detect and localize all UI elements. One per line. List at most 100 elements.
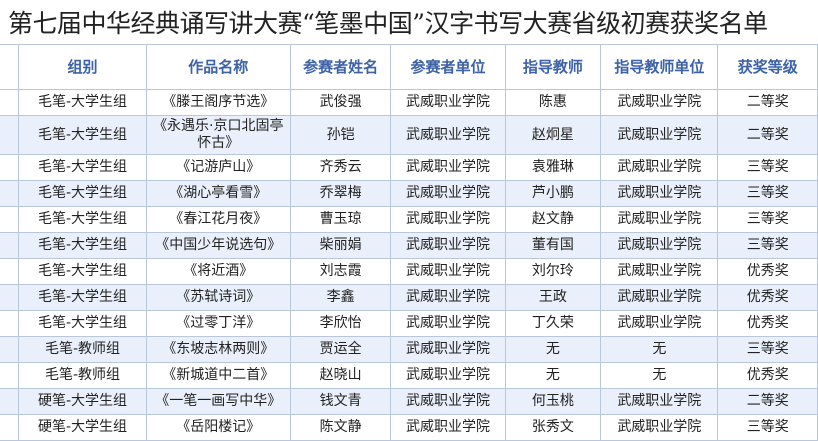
row-number-cell [0, 232, 20, 259]
table-cell: 武威职业学院 [390, 414, 506, 441]
table-cell: 《苏轼诗词》 [145, 284, 291, 311]
table-cell: 《春江花月夜》 [145, 206, 291, 233]
table-cell: 王政 [504, 284, 602, 311]
table-cell: 《岳阳楼记》 [145, 414, 291, 441]
table-row: 毛笔-大学生组 《春江花月夜》 曹玉琼 武威职业学院 赵文静 武威职业学院 三等奖 [0, 206, 818, 233]
table-cell: 毛笔-教师组 [18, 336, 147, 363]
table-cell: 乔翠梅 [289, 180, 392, 207]
table-cell: 武威职业学院 [600, 414, 719, 441]
table-cell: 优秀奖 [717, 362, 818, 389]
table-cell: 武威职业学院 [600, 284, 719, 311]
table-cell: 优秀奖 [717, 310, 818, 337]
table-cell: 毛笔-大学生组 [18, 206, 147, 233]
table-cell: 《湖心亭看雪》 [145, 180, 291, 207]
table-cell: 武俊强 [289, 89, 392, 116]
table-cell: 三等奖 [717, 154, 818, 181]
table-cell: 武威职业学院 [390, 284, 506, 311]
row-number-cell [0, 362, 20, 389]
table-cell: 武威职业学院 [600, 310, 719, 337]
table-cell: 二等奖 [717, 388, 818, 415]
table-cell: 毛笔-大学生组 [18, 180, 147, 207]
table-cell: 无 [600, 336, 719, 363]
row-number-cell [0, 89, 20, 116]
table-cell: 武威职业学院 [390, 310, 506, 337]
table-cell: 《新城道中二首》 [145, 362, 291, 389]
table-cell: 无 [504, 336, 602, 363]
table-row: 硬笔-大学生组 《一笔一画写中华》 钱文青 武威职业学院 何玉桃 武威职业学院 二等奖 [0, 388, 818, 415]
table-cell: 二等奖 [717, 89, 818, 116]
column-header: 获奖等级 [717, 44, 818, 90]
column-header: 指导教师单位 [600, 44, 719, 90]
table-cell: 武威职业学院 [390, 154, 506, 181]
table-row: 毛笔-大学生组 《永遇乐·京口北固亭怀古》 孙铠 武威职业学院 赵炯星 武威职业学院 二等奖 [0, 115, 818, 155]
table-cell: 武威职业学院 [600, 206, 719, 233]
column-header: 指导教师 [504, 44, 602, 90]
table-cell: 武威职业学院 [600, 232, 719, 259]
table-cell: 武威职业学院 [600, 258, 719, 285]
table-row: 毛笔-大学生组 《苏轼诗词》 李鑫 武威职业学院 王政 武威职业学院 优秀奖 [0, 284, 818, 311]
table-cell: 《记游庐山》 [145, 154, 291, 181]
table-cell: 武威职业学院 [600, 180, 719, 207]
row-number-cell [0, 388, 20, 415]
table-row: 毛笔-大学生组 《记游庐山》 齐秀云 武威职业学院 袁雅琳 武威职业学院 三等奖 [0, 154, 818, 181]
table-cell: 武威职业学院 [600, 388, 719, 415]
table-cell: 硬笔-大学生组 [18, 414, 147, 441]
table-cell: 三等奖 [717, 414, 818, 441]
table-cell: 《东坡志林两则》 [145, 336, 291, 363]
table-cell: 刘尔玲 [504, 258, 602, 285]
awards-table: 组别 作品名称 参赛者姓名 参赛者单位 指导教师 指导教师单位 获奖等级 毛笔-大学生组 《滕… [0, 44, 818, 441]
table-cell: 毛笔-大学生组 [18, 89, 147, 116]
table-cell: 武威职业学院 [390, 206, 506, 233]
page-title: 第七届中华经典诵写讲大赛“笔墨中国”汉字书写大赛省级初赛获奖名单 [8, 9, 768, 38]
table-cell: 《一笔一画写中华》 [145, 388, 291, 415]
table-cell: 毛笔-大学生组 [18, 154, 147, 181]
column-header: 作品名称 [145, 44, 291, 90]
table-row: 毛笔-大学生组 《湖心亭看雪》 乔翠梅 武威职业学院 芦小鹏 武威职业学院 三等奖 [0, 180, 818, 207]
table-cell: 《永遇乐·京口北固亭怀古》 [145, 115, 291, 155]
row-number-cell [0, 206, 20, 233]
table-cell: 陈文静 [289, 414, 392, 441]
table-cell: 武威职业学院 [390, 388, 506, 415]
table-cell: 武威职业学院 [390, 258, 506, 285]
table-cell: 曹玉琼 [289, 206, 392, 233]
table-cell: 赵炯星 [504, 115, 602, 155]
table-cell: 毛笔-大学生组 [18, 258, 147, 285]
table-row: 毛笔-大学生组 《过零丁洋》 李欣怡 武威职业学院 丁久荣 武威职业学院 优秀奖 [0, 310, 818, 337]
table-cell: 张秀文 [504, 414, 602, 441]
row-number-cell [0, 310, 20, 337]
table-row: 毛笔-大学生组 《将近酒》 刘志霞 武威职业学院 刘尔玲 武威职业学院 优秀奖 [0, 258, 818, 285]
table-cell: 武威职业学院 [390, 89, 506, 116]
table-row: 毛笔-教师组 《新城道中二首》 赵晓山 武威职业学院无无优秀奖 [0, 362, 818, 389]
table-cell: 赵文静 [504, 206, 602, 233]
column-header: 参赛者单位 [390, 44, 506, 90]
table-cell: 三等奖 [717, 180, 818, 207]
table-cell: 李欣怡 [289, 310, 392, 337]
row-number-cell [0, 284, 20, 311]
table-cell: 武威职业学院 [390, 232, 506, 259]
table-cell: 武威职业学院 [390, 362, 506, 389]
table-cell: 武威职业学院 [390, 115, 506, 155]
table-cell: 武威职业学院 [600, 154, 719, 181]
table-cell: 优秀奖 [717, 284, 818, 311]
table-cell: 武威职业学院 [390, 180, 506, 207]
table-cell: 柴丽娟 [289, 232, 392, 259]
table-cell: 无 [600, 362, 719, 389]
table-cell: 毛笔-大学生组 [18, 284, 147, 311]
table-cell: 孙铠 [289, 115, 392, 155]
table-cell: 袁雅琳 [504, 154, 602, 181]
table-cell: 优秀奖 [717, 258, 818, 285]
table-header: 组别 作品名称 参赛者姓名 参赛者单位 指导教师 指导教师单位 获奖等级 [0, 44, 818, 90]
table-cell: 三等奖 [717, 336, 818, 363]
table-cell: 武威职业学院 [390, 336, 506, 363]
row-number-cell [0, 115, 20, 155]
table-cell: 毛笔-大学生组 [18, 115, 147, 155]
row-number-header [0, 44, 20, 90]
table-cell: 丁久荣 [504, 310, 602, 337]
table-row: 毛笔-大学生组 《滕王阁序节选》 武俊强 武威职业学院 陈惠 武威职业学院 二等奖 [0, 89, 818, 116]
table-cell: 二等奖 [717, 115, 818, 155]
row-number-cell [0, 154, 20, 181]
table-cell: 何玉桃 [504, 388, 602, 415]
table-cell: 三等奖 [717, 206, 818, 233]
table-row: 毛笔-大学生组 《中国少年说选句》 柴丽娟 武威职业学院 董有国 武威职业学院 三等奖 [0, 232, 818, 259]
table-cell: 刘志霞 [289, 258, 392, 285]
